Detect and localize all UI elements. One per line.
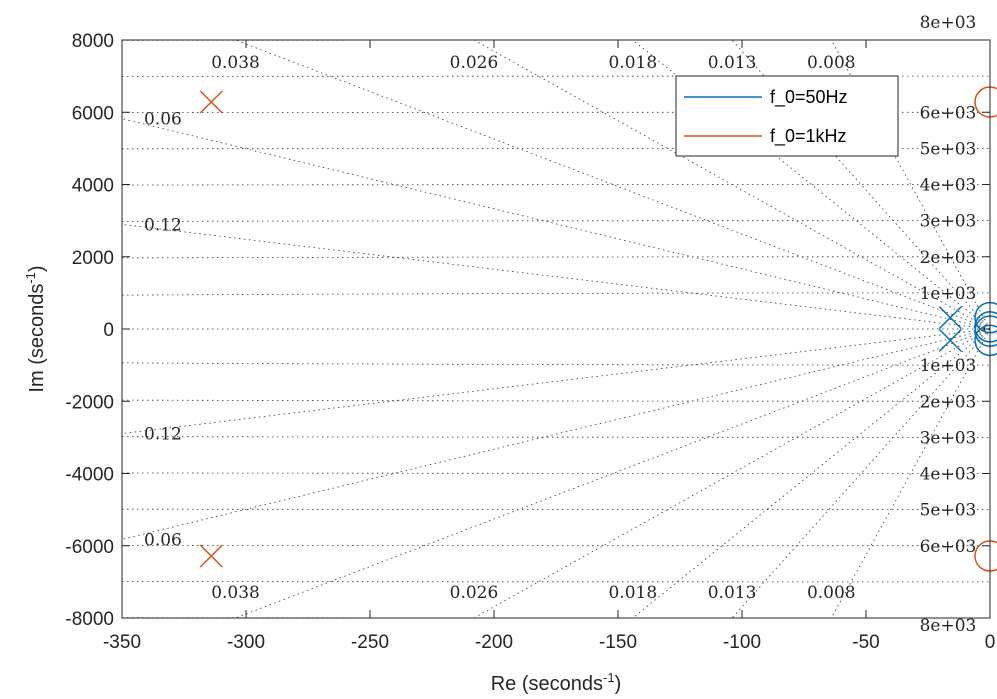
y-tick-label: -8000: [65, 609, 114, 630]
frequency-label: 4e+03: [920, 465, 977, 485]
frequency-label: 8e+03: [920, 13, 977, 33]
y-tick-label: 2000: [72, 248, 114, 269]
pole-stroke: [938, 328, 962, 352]
damping-label: 0.026: [450, 583, 499, 603]
grid-labels: 0.008 0.008 0.013 0.013 0.018 0.018 0.026 0.026…: [144, 13, 976, 636]
y-tick-label: -6000: [65, 537, 114, 558]
frequency-label: 6e+03: [920, 103, 977, 123]
frequency-label: 5e+03: [920, 501, 977, 521]
damping-label: 0.008: [807, 53, 856, 73]
x-tick-label: -250: [351, 632, 389, 653]
pole-marker: [199, 90, 223, 114]
damping-ray: [121, 223, 991, 330]
damping-label: 0.013: [708, 583, 757, 603]
y-tick-label: -2000: [65, 392, 114, 413]
frequency-label: 5e+03: [920, 139, 977, 159]
x-tick-label: -200: [475, 632, 513, 653]
frequency-label: 3e+03: [920, 428, 977, 448]
damping-ray: [473, 39, 991, 330]
y-tick-label: 4000: [72, 176, 114, 197]
legend: f_0=50Hz f_0=1kHz: [675, 75, 899, 157]
frequency-label: 8e+03: [920, 616, 977, 636]
frequency-label: 4e+03: [920, 176, 977, 196]
x-axis-label: Re (seconds-1): [491, 670, 622, 695]
damping-label: 0.038: [211, 53, 260, 73]
legend-label-f0-1khz: f_0=1kHz: [770, 126, 847, 147]
damping-frequency-grid: [121, 39, 991, 619]
pole-marker: [938, 306, 962, 330]
y-tick-label: 6000: [72, 103, 114, 124]
legend-box: [675, 75, 899, 157]
damping-ray: [473, 328, 991, 619]
damping-label: 0.018: [608, 583, 657, 603]
axis-ticks: -350 -300 -250 -200 -150 -100 -50 0 -8000 -6000 -4…: [65, 31, 995, 653]
pole-marker: [199, 544, 223, 568]
damping-label: 0.038: [211, 583, 260, 603]
x-tick-label: -350: [103, 632, 141, 653]
frequency-label: 2e+03: [920, 248, 977, 268]
frequency-label: 6e+03: [920, 537, 977, 557]
y-tick-label: 0: [103, 320, 114, 341]
pole-stroke: [938, 306, 962, 330]
damping-label: 0.12: [144, 215, 182, 235]
x-tick-label: -300: [227, 632, 265, 653]
frequency-label: 1e+03: [920, 356, 977, 376]
x-tick-label: -100: [723, 632, 761, 653]
frequency-label: 2e+03: [920, 392, 977, 412]
damping-label: 0.018: [608, 53, 657, 73]
damping-ray: [121, 328, 991, 435]
damping-label: 0.026: [450, 53, 499, 73]
legend-label-f0-50hz: f_0=50Hz: [770, 87, 848, 108]
x-tick-label: -50: [852, 632, 879, 653]
damping-label: 0.06: [144, 110, 182, 130]
frequency-label: 3e+03: [920, 212, 977, 232]
damping-label: 0.008: [807, 583, 856, 603]
pole-stroke: [199, 544, 223, 568]
damping-label: 0.12: [144, 425, 182, 445]
x-tick-label: -150: [599, 632, 637, 653]
x-tick-label: 0: [985, 632, 996, 653]
y-tick-label: -4000: [65, 465, 114, 486]
y-tick-label: 8000: [72, 31, 114, 52]
pole-stroke: [199, 90, 223, 114]
damping-label: 0.06: [144, 530, 182, 550]
damping-label: 0.013: [708, 53, 757, 73]
frequency-label: 1e+03: [920, 284, 977, 304]
y-axis-label: Im (seconds-1): [23, 265, 48, 392]
pole-marker: [938, 328, 962, 352]
